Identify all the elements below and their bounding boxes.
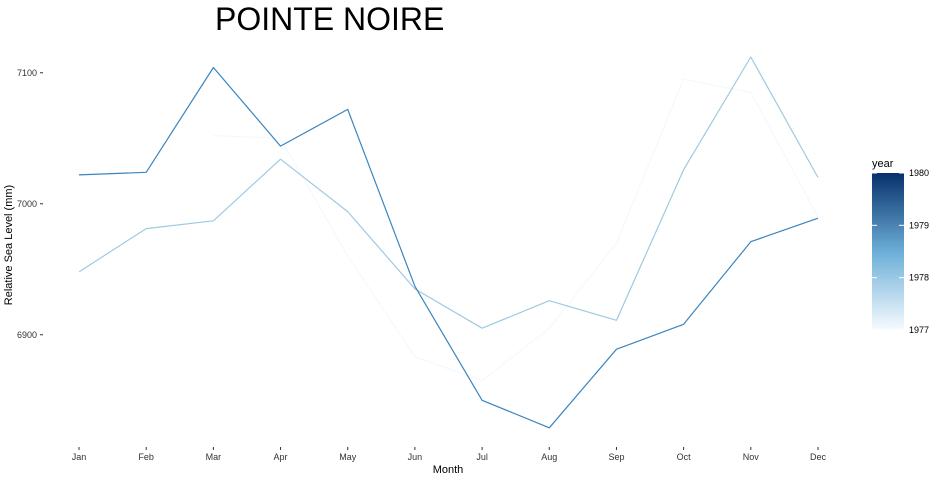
x-tick-label: Sep — [608, 452, 624, 462]
y-axis: 6900 7000 7100 — [17, 68, 43, 340]
legend-tick-label: 1979 — [909, 220, 929, 230]
x-tick-label: Jan — [72, 452, 87, 462]
x-tick-label: Nov — [743, 452, 760, 462]
x-tick-label: May — [339, 452, 357, 462]
legend: year 1977 1978 1979 1980 — [872, 158, 929, 335]
legend-tick-label: 1977 — [909, 325, 929, 335]
series-line-1979 — [78, 66, 819, 429]
x-axis-title: Month — [433, 464, 464, 476]
y-tick-label: 6900 — [17, 330, 37, 340]
series-line-1977 — [213, 78, 819, 382]
x-axis: Jan Feb Mar Apr May Jun Jul Aug Sep Oct Nov Dec — [72, 447, 827, 462]
y-axis-title: Relative Sea Level (mm) — [3, 185, 15, 305]
x-tick-label: Dec — [810, 452, 827, 462]
y-tick-label: 7000 — [17, 199, 37, 209]
x-tick-label: Mar — [206, 452, 222, 462]
chart-title: POINTE NOIRE — [215, 1, 444, 37]
x-tick-label: Jul — [476, 452, 488, 462]
x-tick-label: Jun — [408, 452, 423, 462]
x-tick-label: Feb — [138, 452, 154, 462]
x-tick-label: Aug — [541, 452, 557, 462]
series-line-1978 — [78, 56, 819, 329]
legend-colorbar — [872, 173, 904, 330]
legend-title: year — [872, 158, 894, 170]
x-tick-label: Oct — [677, 452, 692, 462]
legend-ticks: 1977 1978 1979 1980 — [872, 168, 929, 335]
y-tick-label: 7100 — [17, 68, 37, 78]
legend-tick-label: 1980 — [909, 168, 929, 178]
series-group — [78, 56, 819, 429]
legend-tick-label: 1978 — [909, 273, 929, 283]
x-tick-label: Apr — [274, 452, 288, 462]
